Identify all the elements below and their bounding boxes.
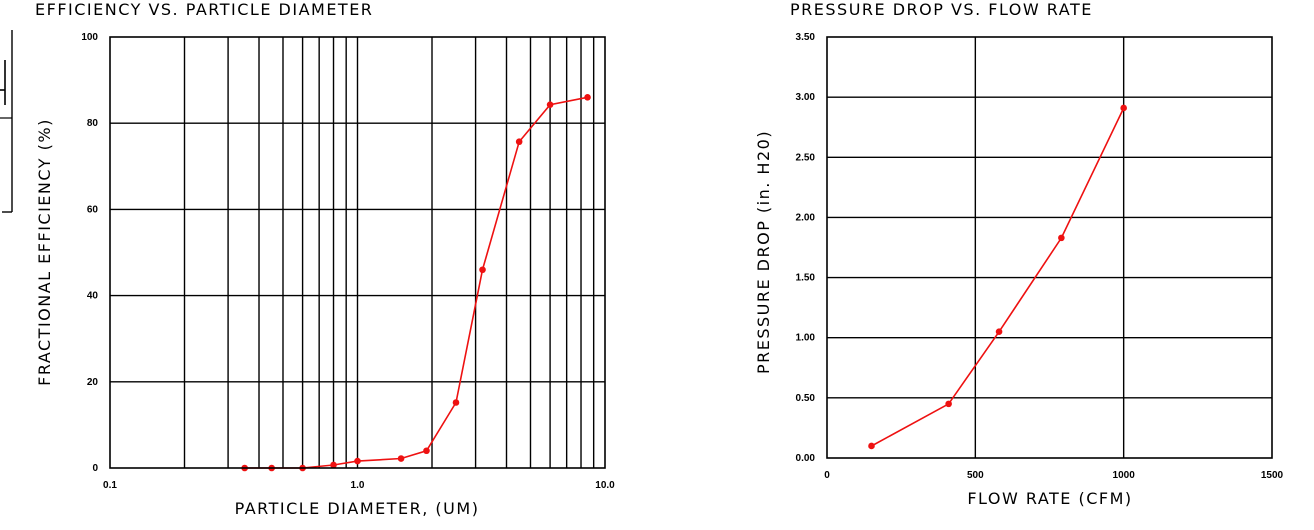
x-tick-label: 10.0 xyxy=(595,480,615,491)
x-tick-label: 1000 xyxy=(1113,470,1136,481)
x-axis-label: FLOW RATE (CFM) xyxy=(967,489,1132,508)
y-tick-label: 0 xyxy=(92,463,98,474)
y-tick-label: 3.00 xyxy=(796,92,816,103)
y-tick-label: 0.50 xyxy=(796,393,816,404)
series-line xyxy=(244,96,588,469)
chart-title: EFFICIENCY VS. PARTICLE DIAMETER xyxy=(35,0,373,19)
data-point xyxy=(945,400,952,408)
x-tick-label: 0.1 xyxy=(103,480,117,491)
data-point xyxy=(1120,104,1127,112)
data-point xyxy=(1058,234,1065,242)
y-tick-label: 1.00 xyxy=(796,333,816,344)
x-tick-label: 1.0 xyxy=(351,480,365,491)
y-tick-label: 3.50 xyxy=(796,32,816,43)
y-tick-label: 60 xyxy=(87,204,99,215)
x-tick-label: 1500 xyxy=(1261,470,1284,481)
pressure-drop-chart: PRESSURE DROP VS. FLOW RATE 0 500 1000 1500… xyxy=(754,0,1284,508)
chart-grid xyxy=(110,37,605,468)
series-group xyxy=(868,104,1127,450)
data-point xyxy=(330,461,337,469)
plot-frame xyxy=(109,36,606,469)
data-point xyxy=(515,138,523,146)
x-tick-label: 500 xyxy=(967,470,984,481)
y-tick-label: 100 xyxy=(81,32,98,43)
y-tick-label: 0.00 xyxy=(796,453,816,464)
data-point xyxy=(479,266,486,274)
y-axis-label: FRACTIONAL EFFICIENCY (%) xyxy=(35,118,54,386)
y-tick-label: 2.00 xyxy=(796,212,816,223)
data-point xyxy=(397,455,405,462)
y-axis-label: PRESSURE DROP (in. H20) xyxy=(754,130,773,374)
y-tick-label: 20 xyxy=(87,377,99,388)
tick-labels: 0 500 1000 1500 0.00 0.50 1.00 1.50 2.00 2.50 3.00… xyxy=(796,32,1284,481)
chart-grid xyxy=(827,37,1272,458)
y-tick-label: 80 xyxy=(87,118,99,129)
chart-title: PRESSURE DROP VS. FLOW RATE xyxy=(790,0,1093,19)
series-group xyxy=(241,94,591,472)
data-point xyxy=(452,399,460,406)
tick-labels: 0.1 1.0 10.0 0 20 40 60 80 100 xyxy=(81,32,615,491)
data-point xyxy=(546,101,554,108)
x-tick-label: 0 xyxy=(824,470,830,481)
y-tick-label: 1.50 xyxy=(796,273,816,284)
data-point xyxy=(868,442,875,450)
y-tick-label: 2.50 xyxy=(796,152,816,163)
data-point xyxy=(584,94,591,101)
y-tick-label: 40 xyxy=(87,291,99,302)
data-point xyxy=(354,457,361,465)
plot-frame xyxy=(826,36,1273,459)
x-axis-label: PARTICLE DIAMETER, (UM) xyxy=(235,499,480,518)
data-point xyxy=(995,328,1003,336)
data-point xyxy=(423,447,430,455)
cropped-edge-fragment xyxy=(0,30,13,213)
efficiency-chart: EFFICIENCY VS. PARTICLE DIAMETER 0.1 1.0 1… xyxy=(35,0,615,518)
